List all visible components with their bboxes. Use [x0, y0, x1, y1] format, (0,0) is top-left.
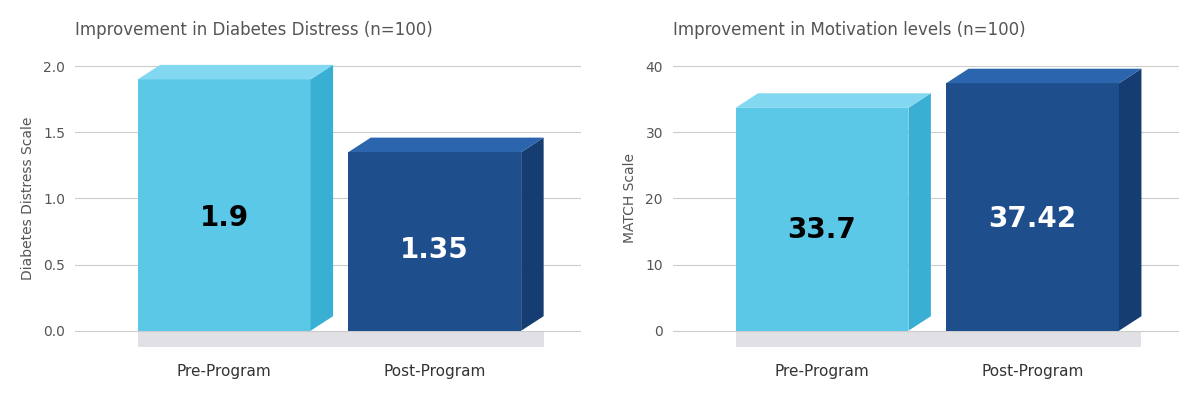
Polygon shape [908, 93, 931, 331]
Polygon shape [311, 65, 334, 331]
Polygon shape [348, 152, 521, 331]
Polygon shape [521, 138, 544, 331]
Text: 1.35: 1.35 [401, 236, 469, 264]
Polygon shape [138, 65, 334, 80]
Polygon shape [736, 93, 931, 108]
Polygon shape [736, 108, 908, 331]
Polygon shape [1118, 69, 1141, 331]
Polygon shape [946, 69, 1141, 83]
Polygon shape [138, 331, 544, 347]
Y-axis label: Diabetes Distress Scale: Diabetes Distress Scale [20, 117, 35, 280]
Text: 1.9: 1.9 [199, 204, 248, 232]
Polygon shape [736, 331, 1141, 347]
Polygon shape [348, 138, 544, 152]
Polygon shape [946, 83, 1118, 331]
Text: Improvement in Diabetes Distress (n=100): Improvement in Diabetes Distress (n=100) [74, 21, 433, 39]
Y-axis label: MATCH Scale: MATCH Scale [623, 154, 637, 244]
Polygon shape [138, 80, 311, 331]
Text: 33.7: 33.7 [787, 216, 857, 244]
Text: Improvement in Motivation levels (n=100): Improvement in Motivation levels (n=100) [673, 21, 1025, 39]
Text: 37.42: 37.42 [989, 205, 1076, 233]
